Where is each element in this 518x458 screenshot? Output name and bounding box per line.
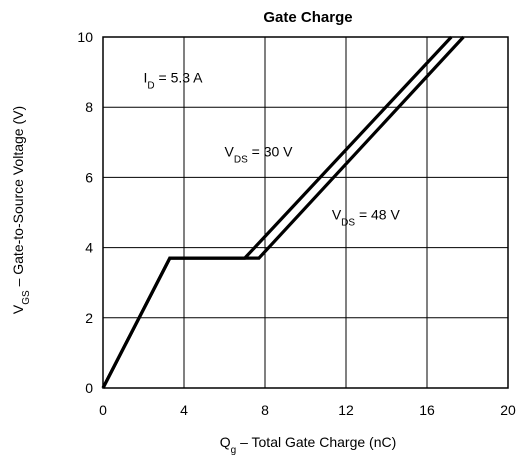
x-tick-label-3: 12 — [338, 402, 354, 418]
x-tick-label-5: 20 — [500, 402, 516, 418]
x-tick-labels: 0 4 8 12 16 20 — [99, 402, 516, 418]
y-tick-labels: 0 2 4 6 8 10 — [77, 29, 93, 396]
grid — [103, 37, 508, 388]
y-tick-label-2: 4 — [85, 240, 93, 256]
annotations: ID = 5.3 A VDS = 30 V VDS = 48 V — [144, 70, 401, 228]
x-tick-label-0: 0 — [99, 402, 107, 418]
series-group — [101, 35, 465, 389]
x-axis-label: Qg – Total Gate Charge (nC) — [220, 434, 397, 456]
chart-title: Gate Charge — [263, 9, 352, 26]
y-tick-label-5: 10 — [77, 29, 93, 45]
annotation-vds30: VDS = 30 V — [225, 143, 294, 165]
x-tick-label-4: 16 — [419, 402, 435, 418]
annotation-vds48: VDS = 48 V — [332, 207, 401, 229]
annotation-id: ID = 5.3 A — [144, 70, 204, 92]
y-tick-label-3: 6 — [85, 169, 93, 185]
y-tick-label-1: 2 — [85, 310, 93, 326]
series-line-1 — [101, 35, 465, 389]
x-tick-label-1: 4 — [180, 402, 188, 418]
y-axis-label: VGS – Gate-to-Source Voltage (V) — [10, 106, 32, 314]
plot-frame — [102, 36, 509, 389]
y-tick-label-4: 8 — [85, 99, 93, 115]
y-tick-label-0: 0 — [85, 380, 93, 396]
x-tick-label-2: 8 — [261, 402, 269, 418]
